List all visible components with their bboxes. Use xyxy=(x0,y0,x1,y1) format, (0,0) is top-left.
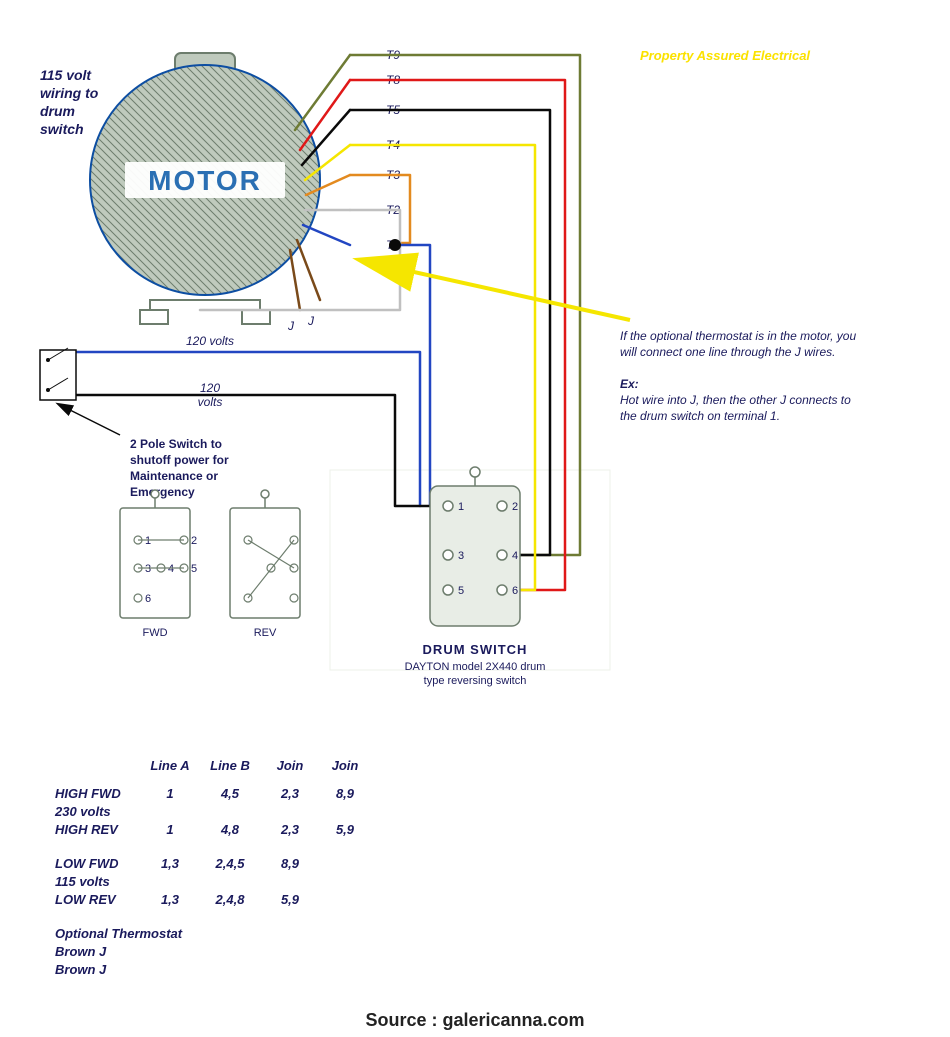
svg-text:2 Pole Switch to: 2 Pole Switch to xyxy=(130,437,222,451)
svg-text:volts: volts xyxy=(198,395,223,409)
svg-text:will connect one line through: will connect one line through the J wire… xyxy=(620,345,835,359)
svg-text:1: 1 xyxy=(458,501,464,513)
svg-text:Maintenance or: Maintenance or xyxy=(130,469,218,483)
svg-text:Brown J: Brown J xyxy=(55,944,107,959)
svg-text:drum: drum xyxy=(40,103,75,119)
svg-text:1,3: 1,3 xyxy=(161,856,180,871)
svg-text:MOTOR: MOTOR xyxy=(148,165,262,196)
svg-text:type reversing switch: type reversing switch xyxy=(424,675,527,687)
svg-text:1: 1 xyxy=(166,822,173,837)
svg-text:Ex:: Ex: xyxy=(620,377,639,391)
svg-text:DAYTON model 2X440 drum: DAYTON model 2X440 drum xyxy=(405,661,546,673)
source-text: Source : galericanna.com xyxy=(365,1010,584,1031)
svg-text:2: 2 xyxy=(191,535,197,547)
svg-text:HIGH FWD: HIGH FWD xyxy=(55,786,121,801)
svg-text:Line B: Line B xyxy=(210,758,250,773)
svg-text:5,9: 5,9 xyxy=(281,892,300,907)
svg-text:Optional Thermostat: Optional Thermostat xyxy=(55,926,183,941)
svg-text:6: 6 xyxy=(145,593,151,605)
svg-text:5: 5 xyxy=(458,585,464,597)
svg-text:120: 120 xyxy=(200,381,220,395)
svg-text:switch: switch xyxy=(40,121,84,137)
svg-text:2,3: 2,3 xyxy=(280,822,300,837)
svg-text:wiring to: wiring to xyxy=(40,85,99,101)
svg-text:4: 4 xyxy=(168,563,174,575)
svg-text:120 volts: 120 volts xyxy=(186,334,234,348)
svg-text:4,5: 4,5 xyxy=(220,786,240,801)
svg-text:REV: REV xyxy=(254,627,277,639)
svg-text:If the optional thermostat is: If the optional thermostat is in the mot… xyxy=(620,329,856,343)
svg-text:2: 2 xyxy=(512,501,518,513)
svg-text:3: 3 xyxy=(458,550,464,562)
svg-text:3: 3 xyxy=(145,563,151,575)
svg-text:1,3: 1,3 xyxy=(161,892,180,907)
svg-text:HIGH REV: HIGH REV xyxy=(55,822,119,837)
wiring-diagram: 115 volt wiring to drum switch Property Assu… xyxy=(0,0,950,1037)
svg-text:1: 1 xyxy=(145,535,151,547)
svg-text:Hot wire into J, then the othe: Hot wire into J, then the other J connec… xyxy=(620,393,851,407)
svg-text:230 volts: 230 volts xyxy=(54,804,111,819)
svg-text:5: 5 xyxy=(191,563,197,575)
svg-text:LOW REV: LOW REV xyxy=(55,892,117,907)
svg-text:the drum switch on terminal 1.: the drum switch on terminal 1. xyxy=(620,409,780,423)
svg-text:5,9: 5,9 xyxy=(336,822,355,837)
svg-text:J: J xyxy=(287,319,295,333)
svg-text:Brown J: Brown J xyxy=(55,962,107,977)
svg-text:2,4,8: 2,4,8 xyxy=(215,892,246,907)
svg-text:shutoff power for: shutoff power for xyxy=(130,453,229,467)
svg-text:8,9: 8,9 xyxy=(336,786,355,801)
svg-text:4: 4 xyxy=(512,550,518,562)
svg-text:Line A: Line A xyxy=(150,758,189,773)
svg-text:2,4,5: 2,4,5 xyxy=(215,856,246,871)
svg-text:Property Assured Electrical: Property Assured Electrical xyxy=(640,48,810,63)
svg-text:J: J xyxy=(307,314,315,328)
svg-text:4,8: 4,8 xyxy=(220,822,240,837)
source-footer: Source : galericanna.com xyxy=(0,1003,950,1037)
svg-text:Join: Join xyxy=(332,758,359,773)
svg-text:115 volt: 115 volt xyxy=(40,67,92,83)
svg-text:115 volts: 115 volts xyxy=(55,874,110,889)
svg-text:6: 6 xyxy=(512,585,518,597)
svg-text:DRUM SWITCH: DRUM SWITCH xyxy=(423,642,528,657)
svg-text:8,9: 8,9 xyxy=(281,856,300,871)
svg-text:Emergency: Emergency xyxy=(130,485,195,499)
svg-text:2,3: 2,3 xyxy=(280,786,300,801)
svg-text:LOW FWD: LOW FWD xyxy=(55,856,119,871)
svg-text:Join: Join xyxy=(277,758,304,773)
svg-text:1: 1 xyxy=(166,786,173,801)
svg-text:FWD: FWD xyxy=(142,627,167,639)
